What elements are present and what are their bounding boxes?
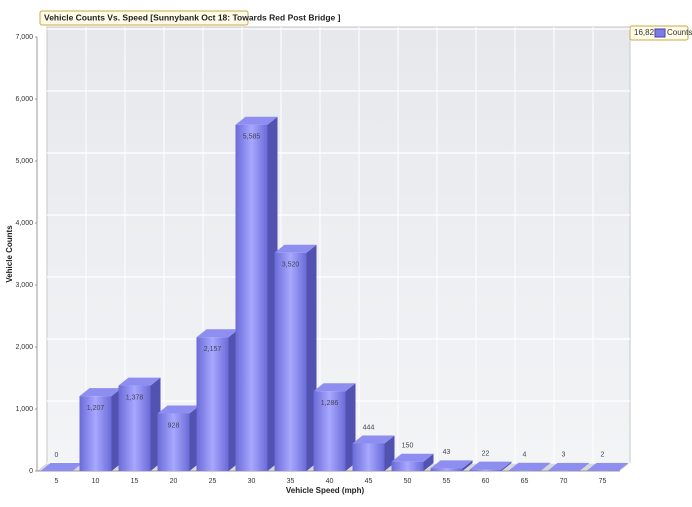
chart-title: Vehicle Counts Vs. Speed [Sunnybank Oct … (44, 12, 341, 22)
value-label: 928 (168, 422, 180, 429)
bar (79, 396, 112, 471)
x-axis-title: Vehicle Speed (mph) (286, 486, 365, 495)
value-label: 0 (55, 452, 59, 459)
x-tick-label: 10 (92, 478, 100, 485)
bar (196, 337, 229, 471)
y-tick-label: 3,000 (15, 282, 33, 289)
bar-top (313, 383, 356, 392)
bar-side (540, 462, 551, 471)
bar-top (352, 435, 395, 444)
x-tick-label: 45 (365, 478, 373, 485)
x-tick-label: 40 (326, 478, 334, 485)
bar (274, 252, 307, 471)
y-tick-label: 7,000 (15, 34, 33, 41)
bar (235, 124, 268, 471)
bar (157, 413, 190, 471)
bar (469, 469, 502, 471)
value-label: 43 (443, 449, 451, 456)
y-tick-label: 0 (29, 468, 33, 475)
x-tick-label: 5 (55, 478, 59, 485)
bar-side (579, 462, 590, 471)
x-tick-label: 60 (482, 478, 490, 485)
y-tick-label: 5,000 (15, 158, 33, 165)
bar (352, 443, 385, 471)
value-label: 3 (562, 452, 566, 459)
x-tick-label: 55 (443, 478, 451, 485)
bar-top (391, 453, 434, 462)
bar-side (462, 460, 473, 471)
value-label: 3,520 (282, 262, 300, 269)
bar-top (547, 462, 590, 471)
bar-top (274, 244, 317, 253)
legend-swatch (654, 28, 666, 38)
x-tick-label: 50 (404, 478, 412, 485)
value-label: 1,378 (126, 394, 144, 401)
bar-side (618, 462, 629, 471)
bar-top (235, 116, 278, 125)
bar (430, 468, 463, 471)
bar-side (423, 453, 434, 471)
x-tick-label: 20 (170, 478, 178, 485)
value-label: 2 (601, 452, 605, 459)
bar-top (196, 329, 239, 338)
value-label: 444 (363, 424, 375, 431)
bar (118, 385, 151, 471)
bar-top (430, 460, 473, 469)
value-label: 22 (482, 450, 490, 457)
bar-side (501, 461, 512, 471)
x-tick-label: 70 (560, 478, 568, 485)
x-tick-label: 65 (521, 478, 529, 485)
legend-total: 16,827 (634, 28, 659, 37)
bar-top (157, 405, 200, 414)
y-tick-label: 1,000 (15, 406, 33, 413)
y-tick-label: 2,000 (15, 344, 33, 351)
value-label: 5,585 (243, 134, 261, 141)
y-tick-label: 4,000 (15, 220, 33, 227)
x-tick-label: 30 (248, 478, 256, 485)
x-tick-label: 15 (131, 478, 139, 485)
value-label: 1,207 (87, 405, 105, 412)
value-label: 150 (402, 443, 414, 450)
y-tick-label: 6,000 (15, 96, 33, 103)
y-axis-title: Vehicle Counts (5, 225, 14, 283)
x-tick-label: 35 (287, 478, 295, 485)
bar (313, 391, 346, 471)
value-label: 2,157 (204, 346, 222, 353)
legend-label: Counts (667, 28, 692, 37)
value-label: 4 (523, 452, 527, 459)
bar (391, 461, 424, 471)
bar-top (118, 377, 161, 386)
bar-top (79, 388, 122, 397)
bar-top (40, 463, 83, 471)
bar-top (469, 461, 512, 470)
x-tick-label: 75 (599, 478, 607, 485)
bar-top (508, 462, 551, 471)
value-label: 1,286 (321, 400, 339, 407)
title-box (39, 10, 249, 26)
bar-top (586, 462, 629, 471)
x-tick-label: 25 (209, 478, 217, 485)
